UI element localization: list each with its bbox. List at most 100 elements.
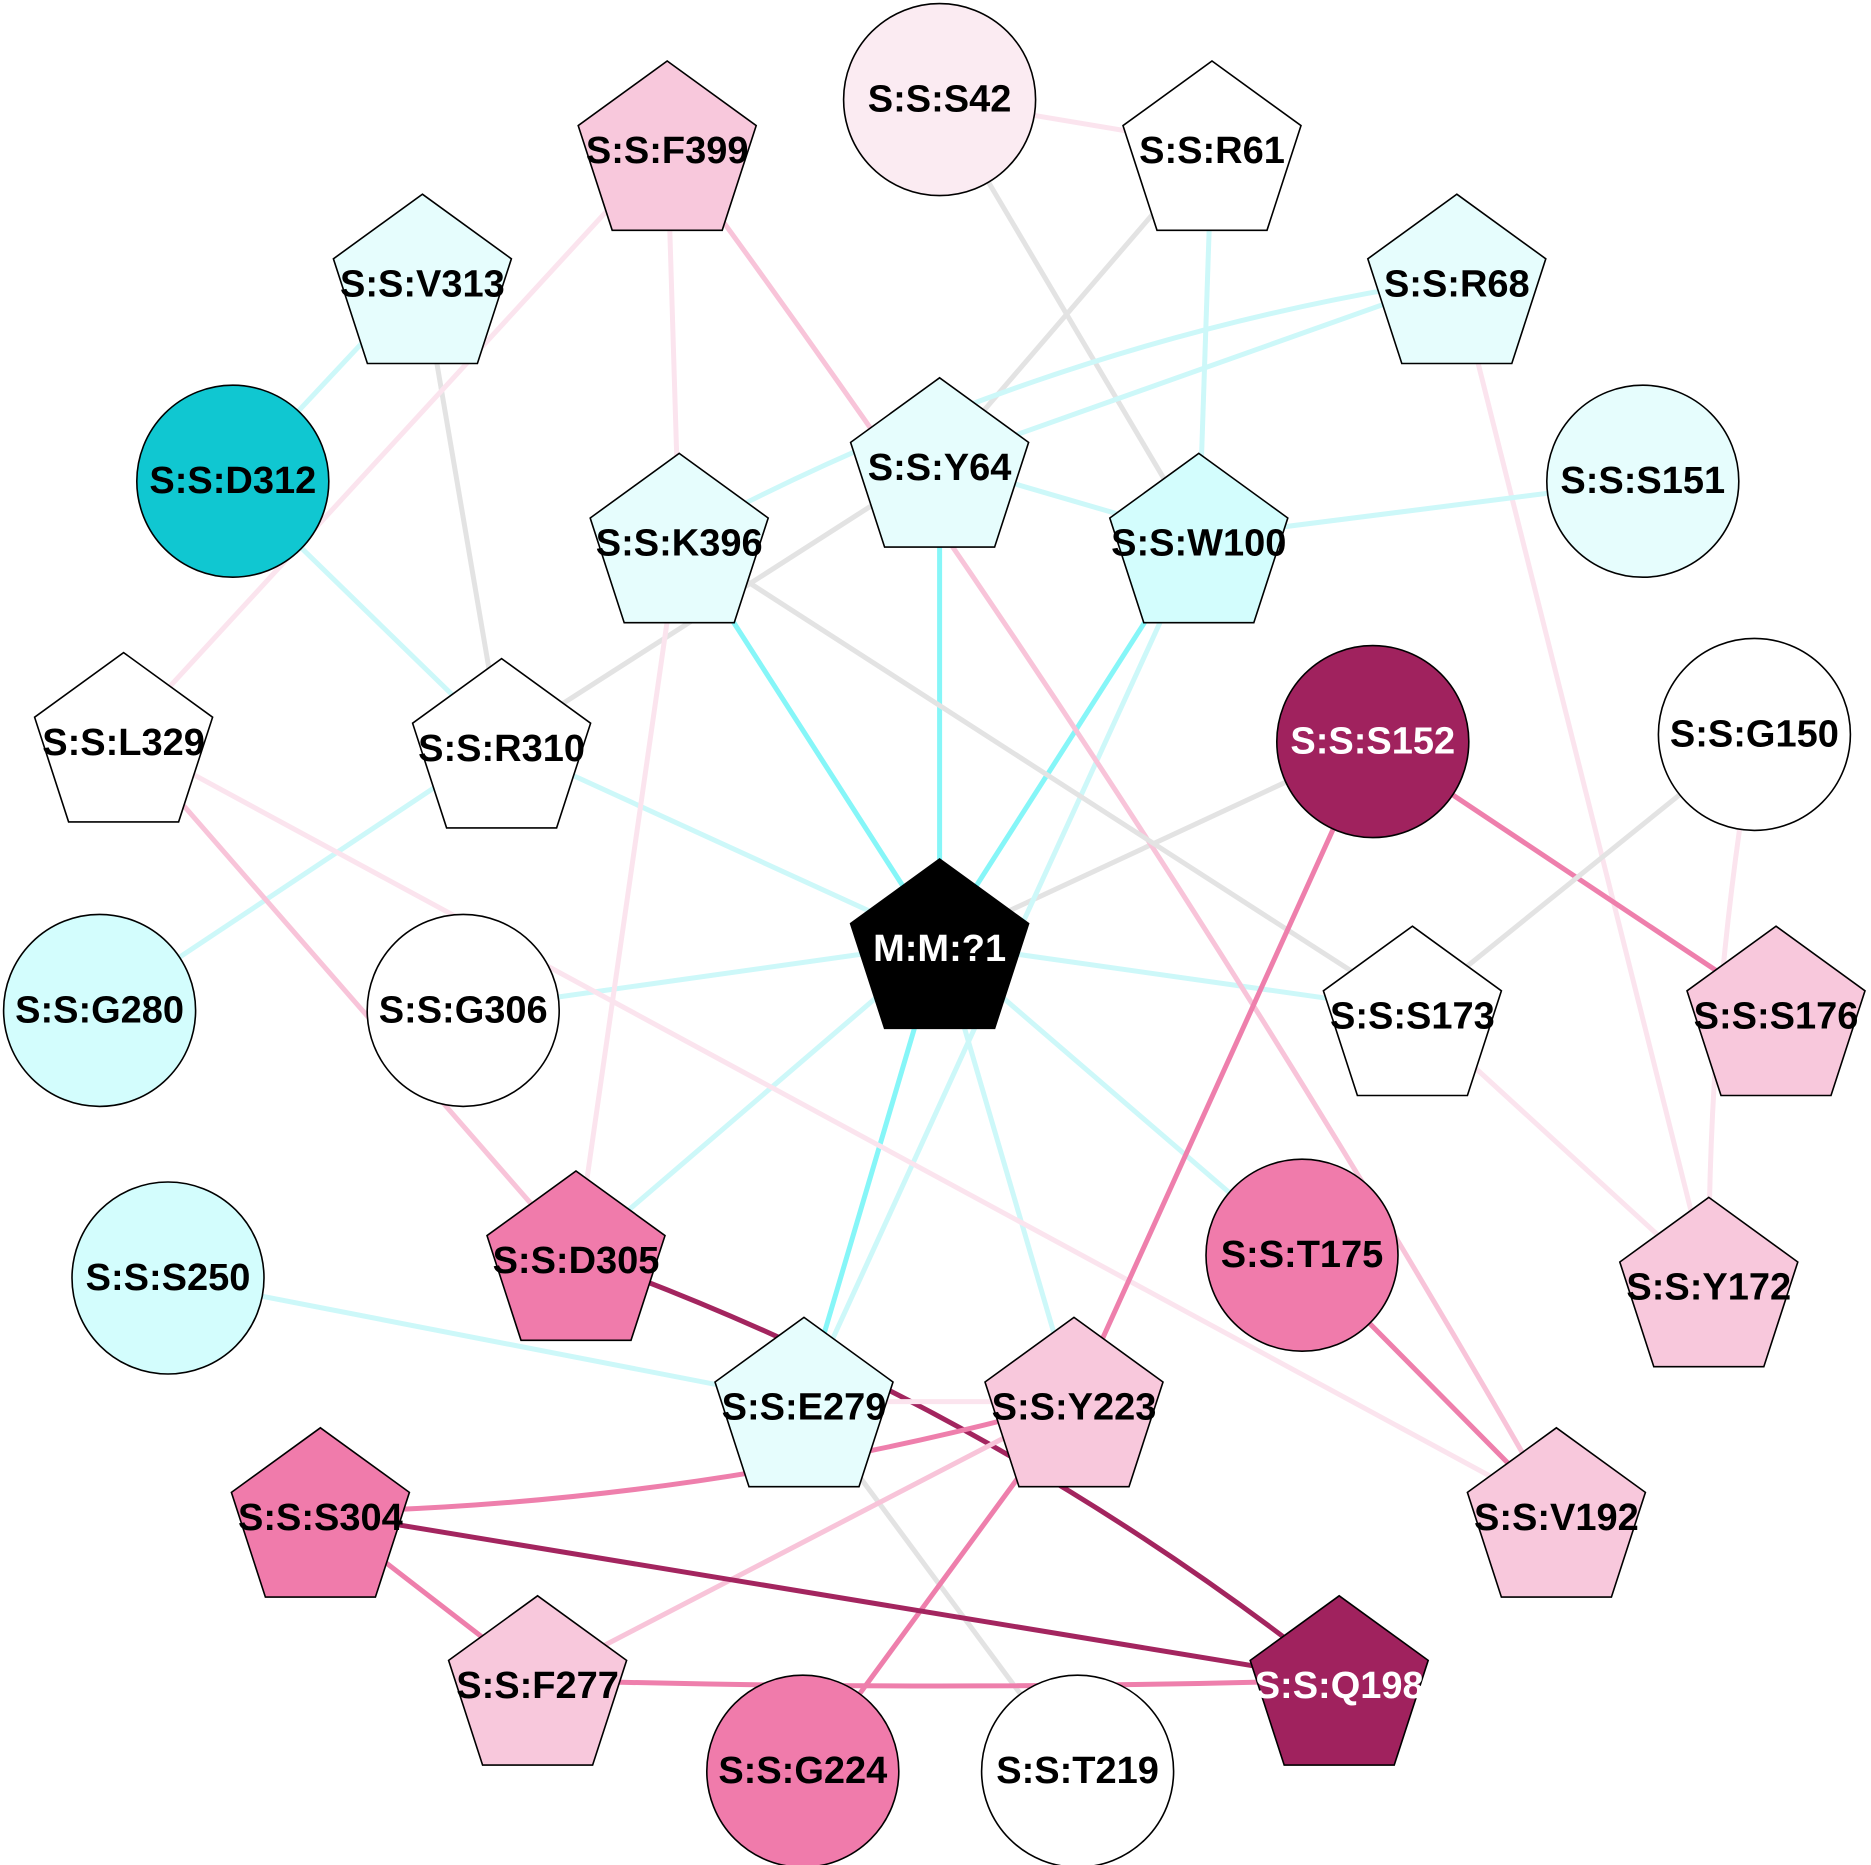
- node-pentagon: [230, 1426, 411, 1598]
- node-s-s-y64: S:S:Y64: [849, 376, 1030, 548]
- node-s-s-s42: S:S:S42: [842, 2, 1037, 197]
- edge-s-s-y223-s-s-f277: [536, 1399, 1076, 1683]
- node-label: S:S:S173: [1330, 995, 1495, 1037]
- node-pentagon: [486, 1170, 666, 1342]
- node-circle: [980, 1674, 1175, 1865]
- node-label: S:S:T175: [1221, 1234, 1384, 1276]
- node-label: S:S:Y172: [1626, 1267, 1791, 1309]
- node-pentagon: [1108, 452, 1289, 624]
- node-s-s-g306: S:S:G306: [366, 913, 561, 1108]
- edge-s-s-f399-s-s-l329: [121, 143, 670, 739]
- node-s-s-r310: S:S:R310: [411, 657, 592, 829]
- node-label: S:S:G280: [15, 989, 184, 1031]
- node-label: S:S:R310: [418, 728, 585, 770]
- node-s-s-v192: S:S:V192: [1466, 1426, 1647, 1598]
- edge-s-s-s250-s-s-e279: [167, 1275, 805, 1405]
- node-label: S:S:K396: [596, 523, 763, 565]
- node-pentagon: [411, 657, 592, 829]
- node-s-s-t175: S:S:T175: [1205, 1158, 1399, 1352]
- edge-s-s-r68-s-s-k396: [678, 275, 1458, 540]
- node-label: S:S:V313: [340, 263, 505, 305]
- edge-s-s-l329-s-s-d305: [121, 735, 578, 1257]
- node-circle: [706, 1674, 900, 1865]
- node-label: S:S:Y223: [992, 1387, 1157, 1429]
- node-pentagon: [1366, 193, 1547, 365]
- node-label: M:M:?1: [873, 928, 1006, 970]
- node-s-s-l329: S:S:L329: [33, 651, 214, 823]
- node-pentagon: [1618, 1196, 1799, 1368]
- node-s-s-s250: S:S:S250: [71, 1181, 265, 1375]
- node-s-s-s304: S:S:S304: [230, 1426, 411, 1598]
- node-circle: [842, 2, 1037, 197]
- node-pentagon: [589, 452, 770, 624]
- node-pentagon: [714, 1316, 894, 1488]
- node-pentagon: [577, 60, 758, 232]
- node-label: S:S:R68: [1384, 263, 1530, 305]
- edge-s-s-k396-s-s-s173: [677, 535, 1414, 1013]
- node-m-m-1: M:M:?1: [849, 858, 1030, 1030]
- node-s-s-r61: S:S:R61: [1122, 60, 1302, 232]
- node-label: S:S:F399: [586, 130, 749, 172]
- node-label: S:S:S176: [1694, 995, 1859, 1037]
- node-s-s-s173: S:S:S173: [1322, 925, 1503, 1097]
- node-s-s-q198: S:S:Q198: [1249, 1594, 1430, 1766]
- node-label: S:S:S250: [86, 1257, 251, 1299]
- node-s-s-e279: S:S:E279: [714, 1316, 894, 1488]
- node-label: S:S:D312: [149, 460, 316, 502]
- node-label: S:S:Q198: [1255, 1665, 1424, 1707]
- node-s-s-f277: S:S:F277: [447, 1594, 628, 1766]
- node-pentagon: [33, 651, 214, 823]
- node-label: S:S:S42: [868, 79, 1012, 121]
- node-s-s-r68: S:S:R68: [1366, 193, 1547, 365]
- node-label: S:S:S152: [1290, 721, 1455, 763]
- node-label: S:S:G150: [1670, 713, 1839, 755]
- node-label: S:S:S151: [1560, 460, 1725, 502]
- edge-s-s-s304-s-s-q198: [319, 1509, 1340, 1683]
- node-label: S:S:Y64: [868, 447, 1012, 489]
- node-circle: [1205, 1158, 1399, 1352]
- node-s-s-k396: S:S:K396: [589, 452, 770, 624]
- node-s-s-v313: S:S:V313: [332, 193, 513, 365]
- node-s-s-d305: S:S:D305: [486, 1170, 666, 1342]
- node-s-s-d312: S:S:D312: [136, 384, 330, 579]
- node-s-s-g224: S:S:G224: [706, 1674, 900, 1865]
- node-circle: [366, 913, 561, 1108]
- node-circle: [136, 384, 330, 579]
- node-pentagon: [849, 858, 1030, 1030]
- edge-s-s-k396-s-s-d305: [573, 537, 682, 1256]
- node-label: S:S:G306: [379, 989, 548, 1031]
- node-s-s-f399: S:S:F399: [577, 60, 758, 232]
- node-circle: [1276, 644, 1470, 839]
- node-label: S:S:D305: [493, 1240, 660, 1282]
- node-pentagon: [1122, 60, 1302, 232]
- node-pentagon: [984, 1316, 1164, 1488]
- edge-s-s-r68-s-s-y172: [1454, 277, 1712, 1283]
- node-s-s-s152: S:S:S152: [1276, 644, 1470, 839]
- node-circle: [2, 913, 197, 1108]
- node-circle: [1546, 384, 1740, 579]
- node-label: S:S:R61: [1139, 130, 1285, 172]
- node-s-s-t219: S:S:T219: [980, 1674, 1175, 1865]
- node-label: S:S:V192: [1474, 1497, 1639, 1539]
- node-label: S:S:T219: [996, 1750, 1159, 1792]
- node-pentagon: [1466, 1426, 1647, 1598]
- edge-s-s-r68-s-s-y64: [938, 276, 1458, 465]
- node-circle: [71, 1181, 265, 1375]
- edge-s-s-s152-s-s-y223: [1071, 740, 1376, 1403]
- node-s-s-g150: S:S:G150: [1657, 637, 1852, 832]
- edge-s-s-f399-s-s-v192: [665, 143, 1559, 1514]
- edge-s-s-d305-s-s-q198: [575, 1252, 1341, 1682]
- edge-s-s-f277-s-s-q198: [537, 1677, 1340, 1689]
- node-label: S:S:S304: [238, 1497, 403, 1539]
- node-pentagon: [332, 193, 513, 365]
- node-s-s-s176: S:S:S176: [1686, 925, 1866, 1097]
- node-s-s-g280: S:S:G280: [2, 913, 197, 1108]
- edge-s-s-l329-s-s-v192: [122, 734, 1558, 1515]
- edge-m-m-1-s-s-r310: [500, 740, 941, 946]
- node-s-s-s151: S:S:S151: [1546, 384, 1740, 579]
- node-pentagon: [849, 376, 1030, 548]
- node-label: S:S:E279: [722, 1387, 887, 1429]
- node-circle: [1657, 637, 1852, 832]
- node-s-s-w100: S:S:W100: [1108, 452, 1289, 624]
